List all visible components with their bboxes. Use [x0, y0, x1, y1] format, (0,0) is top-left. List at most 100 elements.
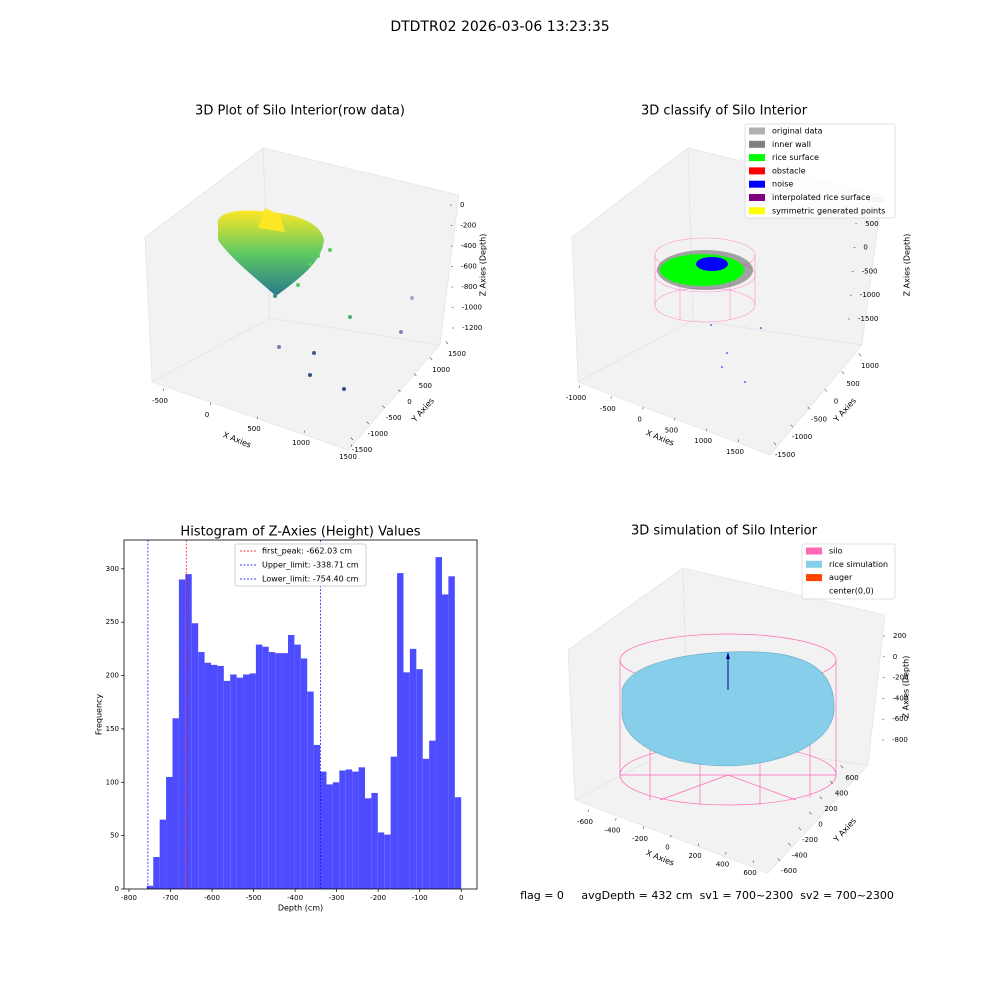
y-tick-label: 400 [835, 790, 848, 798]
bar [287, 634, 295, 889]
tick-mark [737, 439, 740, 443]
bar [185, 574, 192, 889]
bar [294, 644, 301, 889]
y-tick-label: 200 [824, 805, 837, 813]
x-tick-label: -100 [412, 894, 428, 902]
chart-title: 3D Plot of Silo Interior(row data) [195, 104, 405, 119]
tick-mark [705, 428, 708, 432]
pane [577, 319, 863, 456]
x-tick-label: -700 [163, 894, 179, 902]
y-tick-label: 500 [846, 380, 859, 388]
tick-mark [413, 373, 417, 377]
z-axis-label: Z Axies (Depth) [902, 656, 911, 719]
tick-mark [790, 424, 794, 428]
y-tick-label: -400 [792, 852, 808, 860]
bar [377, 832, 385, 889]
bar [166, 776, 173, 889]
x-tick-label: -1000 [566, 394, 586, 402]
bar [371, 792, 378, 889]
tick-mark [366, 421, 370, 425]
tick-mark [773, 442, 777, 446]
y-tick-label: -200 [802, 836, 818, 844]
bar [448, 576, 455, 889]
tick-mark [725, 851, 727, 855]
bar [454, 797, 462, 889]
y-tick-label: 600 [845, 774, 858, 782]
tick-mark [610, 396, 612, 399]
x-tick-label: 0 [665, 844, 669, 852]
panel-3d-1 [144, 147, 460, 451]
chart-title: 3D simulation of Silo Interior [631, 524, 818, 539]
legend-label: rice surface [772, 153, 819, 162]
tick-mark [209, 402, 212, 406]
x-tick-label: 200 [688, 852, 701, 860]
legend-swatch [749, 127, 765, 135]
rice-simulation [621, 651, 835, 767]
bar [159, 819, 167, 889]
x-axis-label: X Axies [645, 848, 676, 867]
tick-mark [674, 417, 676, 421]
bar [198, 652, 205, 889]
bar [339, 770, 346, 889]
tick-mark [798, 827, 802, 831]
x-tick-label: -500 [600, 405, 616, 413]
legend-label: center(0,0) [829, 586, 874, 595]
y-tick-label: -600 [781, 867, 797, 875]
x-tick-label: 600 [743, 869, 756, 877]
bar [352, 771, 359, 889]
z-tick-label: 0 [863, 244, 867, 252]
legend-label: Lower_limit: -754.40 cm [262, 575, 359, 584]
y-tick-label: 0 [818, 821, 822, 829]
chart-title: 3D classify of Silo Interior [641, 104, 808, 119]
tick-mark [162, 388, 165, 392]
bar [230, 674, 237, 889]
x-tick-label: -500 [152, 397, 168, 405]
y-tick-label: 50 [110, 832, 119, 840]
x-tick-label: 0 [637, 416, 641, 424]
bar [191, 623, 199, 889]
legend-label: noise [772, 180, 793, 189]
legend-box [744, 123, 896, 219]
tick-mark [788, 842, 791, 846]
bar [153, 856, 160, 889]
axes-frame [123, 539, 478, 890]
noise [696, 257, 728, 271]
x-tick-label: -200 [632, 835, 648, 843]
y-tick-label: 100 [106, 778, 119, 786]
tick-mark [819, 796, 823, 800]
y-tick-label: -500 [386, 414, 402, 422]
bar [249, 673, 256, 889]
bar [345, 769, 353, 889]
y-tick-label: 1000 [861, 362, 879, 370]
surface-peak [258, 208, 285, 232]
y-tick-label: 1000 [432, 366, 450, 374]
z-tick-label: -1200 [462, 324, 482, 332]
center [726, 652, 730, 659]
x-tick-label: 1000 [292, 439, 310, 447]
legend-box [801, 543, 896, 600]
y-tick-label: 200 [106, 672, 119, 680]
bar [236, 677, 244, 889]
chart-title: Histogram of Z-Axies (Height) Values [180, 525, 420, 540]
legend-label: silo [829, 547, 843, 556]
legend-swatch [749, 154, 765, 162]
y-tick-label: -1000 [368, 430, 388, 438]
tick-mark [303, 430, 306, 434]
z-tick-label: 0 [893, 653, 897, 661]
z-tick-label: -500 [862, 267, 878, 275]
legend-label: inner wall [772, 140, 811, 149]
legend-box [234, 543, 367, 587]
bar [422, 758, 430, 889]
z-tick-label: 200 [893, 632, 906, 640]
z-tick-label: -600 [892, 715, 908, 723]
tick-mark [697, 843, 700, 847]
legend-label: first_peak: -662.03 cm [262, 547, 352, 556]
bar [300, 658, 308, 889]
z-tick-label: -1000 [462, 304, 482, 312]
x-tick-label: 1000 [694, 437, 712, 445]
x-tick-label: -200 [370, 894, 386, 902]
legend-label: interpolated rice surface [772, 193, 870, 202]
tick-mark [807, 406, 811, 410]
x-tick-label: -300 [329, 894, 345, 902]
